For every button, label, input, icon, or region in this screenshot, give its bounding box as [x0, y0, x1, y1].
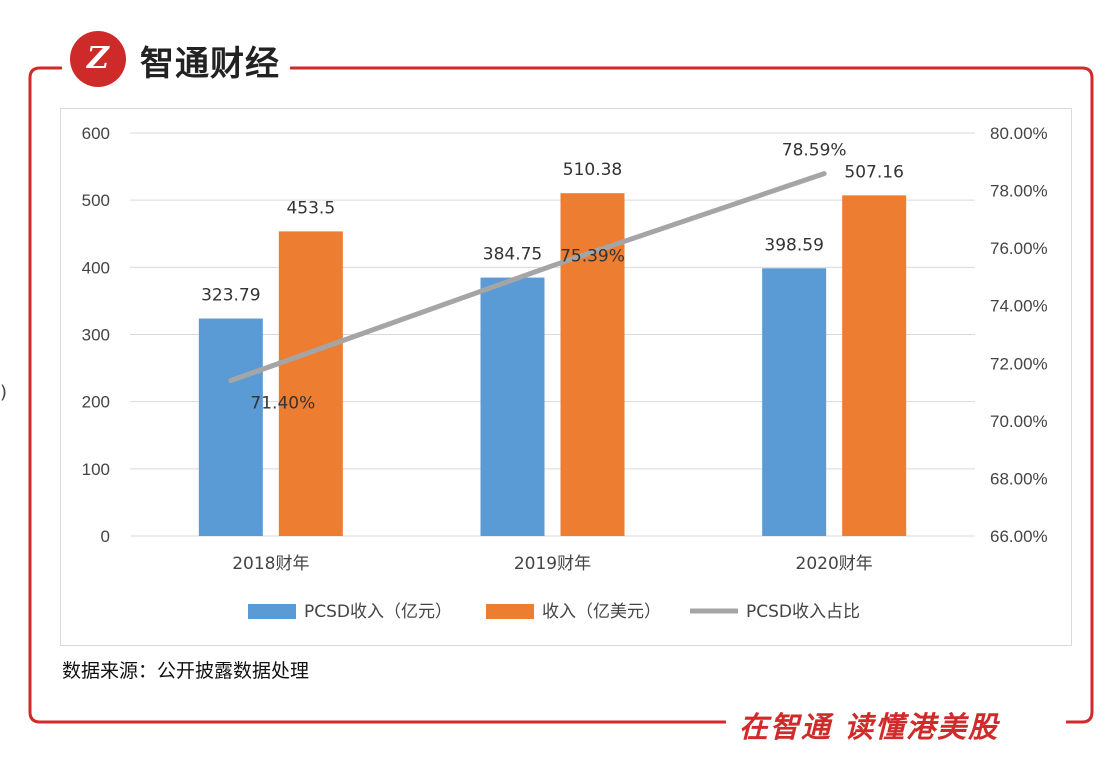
source-note: 数据来源：公开披露数据处理	[62, 660, 310, 682]
side-mark: )	[0, 382, 8, 403]
ratio-data-label: 75.39%	[560, 247, 625, 267]
brand-logo-mark: Z	[87, 41, 109, 76]
bar-revenue	[278, 231, 343, 536]
legend-swatch	[486, 604, 534, 619]
bar-revenue	[842, 195, 907, 536]
bar-pcsd	[480, 277, 545, 536]
ratio-line	[228, 171, 827, 384]
bars	[198, 193, 907, 536]
right-tick-label: 72.00%	[990, 354, 1048, 373]
left-tick-label: 300	[82, 326, 110, 345]
left-tick-label: 400	[82, 258, 110, 277]
combo-chart: 0 100 200 300 400 500 600 66.00% 68.00% 70.00% 72…	[60, 108, 1072, 646]
left-tick-label: 0	[101, 527, 110, 546]
slogan: 在智通 读懂港美股	[733, 704, 1006, 746]
bar-data-label: 323.79	[201, 286, 260, 306]
right-tick-label: 66.00%	[990, 527, 1048, 546]
legend-label: PCSD收入（亿元）	[304, 602, 452, 622]
gridlines	[130, 132, 975, 537]
bar-data-label: 507.16	[844, 162, 903, 182]
right-tick-label: 70.00%	[990, 412, 1048, 431]
category-label: 2020财年	[796, 554, 873, 574]
bar-data-label: 398.59	[764, 235, 823, 255]
legend-swatch	[248, 604, 296, 619]
legend: PCSD收入（亿元） 收入（亿美元） PCSD收入占比	[248, 602, 860, 622]
bar-data-label: 510.38	[563, 160, 622, 180]
left-axis-ticks: 0 100 200 300 400 500 600	[82, 124, 110, 546]
right-tick-label: 78.00%	[990, 182, 1048, 201]
bar-data-label: 453.5	[286, 198, 335, 218]
right-tick-label: 74.00%	[990, 297, 1048, 316]
ratio-data-label: 78.59%	[782, 141, 847, 161]
brand-logo: Z	[70, 31, 126, 87]
right-axis-ticks: 66.00% 68.00% 70.00% 72.00% 74.00% 76.00% 78.0…	[990, 124, 1048, 546]
category-label: 2018财年	[232, 554, 309, 574]
left-tick-label: 100	[82, 460, 110, 479]
legend-label: PCSD收入占比	[746, 602, 860, 622]
left-tick-label: 500	[82, 191, 110, 210]
brand-name: 智通财经	[140, 44, 280, 84]
left-tick-label: 200	[82, 393, 110, 412]
bar-data-label: 384.75	[483, 245, 542, 265]
bar-pcsd	[762, 268, 827, 536]
category-labels: 2018财年 2019财年 2020财年	[232, 554, 873, 574]
legend-label: 收入（亿美元）	[542, 602, 661, 622]
right-tick-label: 76.00%	[990, 239, 1048, 258]
bar-pcsd	[198, 318, 263, 536]
ratio-data-label: 71.40%	[250, 394, 315, 414]
data-labels: 323.79 453.5 384.75 510.38 398.59 507.16 71.40…	[201, 141, 904, 414]
right-tick-label: 68.00%	[990, 469, 1048, 488]
ratio-line-path	[228, 171, 827, 384]
right-tick-label: 80.00%	[990, 124, 1048, 143]
category-label: 2019财年	[514, 554, 591, 574]
left-tick-label: 600	[82, 124, 110, 143]
